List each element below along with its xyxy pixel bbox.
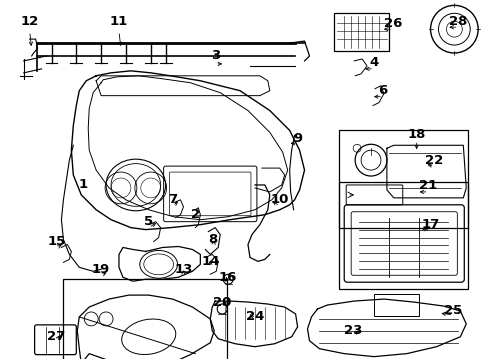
Text: 11: 11 <box>110 15 128 28</box>
Text: 14: 14 <box>201 255 219 268</box>
Text: 4: 4 <box>368 57 378 69</box>
Text: 24: 24 <box>245 310 264 323</box>
Text: 28: 28 <box>448 15 467 28</box>
Text: 3: 3 <box>210 49 220 63</box>
Text: 16: 16 <box>219 271 237 284</box>
Text: 2: 2 <box>190 208 200 221</box>
Text: 6: 6 <box>378 84 387 97</box>
Text: 21: 21 <box>419 179 437 193</box>
Text: 9: 9 <box>292 132 302 145</box>
Text: 20: 20 <box>213 296 231 309</box>
Text: 19: 19 <box>92 263 110 276</box>
Text: 22: 22 <box>425 154 443 167</box>
Text: 7: 7 <box>168 193 177 206</box>
Text: 23: 23 <box>343 324 362 337</box>
Text: 5: 5 <box>144 215 153 228</box>
Text: 1: 1 <box>79 179 88 192</box>
Text: 18: 18 <box>407 128 425 141</box>
Text: 27: 27 <box>47 330 65 343</box>
Text: 12: 12 <box>20 15 39 28</box>
Text: 26: 26 <box>383 17 401 30</box>
Text: 13: 13 <box>174 263 192 276</box>
Text: 10: 10 <box>270 193 288 206</box>
Text: 25: 25 <box>443 305 462 318</box>
Text: 8: 8 <box>208 233 218 246</box>
Text: 17: 17 <box>421 218 439 231</box>
Text: 15: 15 <box>47 235 65 248</box>
